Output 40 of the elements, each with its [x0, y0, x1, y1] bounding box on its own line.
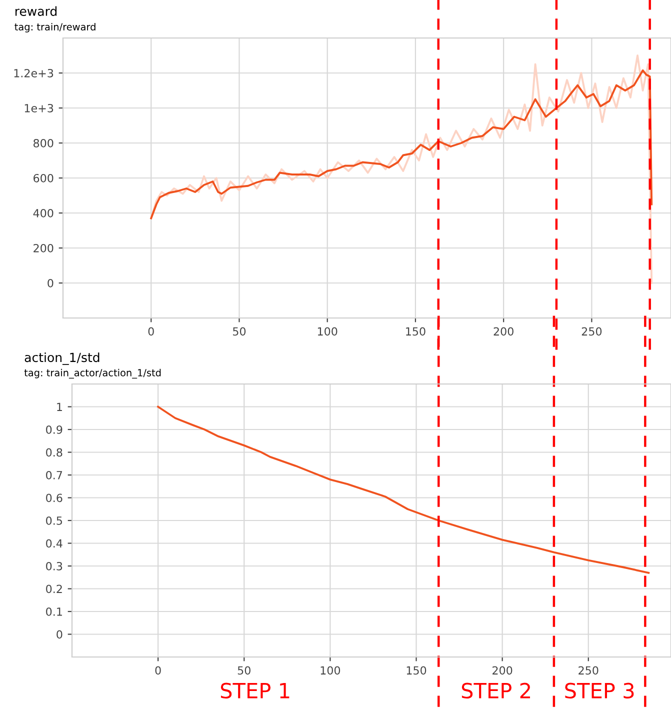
- y-tick-label: 0.3: [46, 562, 62, 570]
- y-tick-label: 0.9: [46, 425, 62, 434]
- y-tick-label: 0.2: [46, 584, 62, 594]
- x-tick-label: 250: [582, 327, 602, 336]
- x-tick-label: 100: [318, 327, 338, 336]
- x-tick-label: 50: [233, 327, 246, 336]
- y-tick-label: 0.7: [46, 470, 62, 480]
- y-tick-label: 1: [57, 402, 62, 411]
- y-tick-label: 0.1: [46, 607, 62, 616]
- text: STEP 3: [565, 682, 634, 699]
- x-tick-label: 100: [320, 666, 340, 675]
- text: STEP 1: [220, 682, 290, 699]
- line-series: [150, 69, 653, 220]
- line-series: [157, 406, 650, 574]
- y-tick-label: 400: [33, 208, 54, 218]
- y-tick-label: 0.8: [46, 448, 62, 457]
- y-tick-label: 0: [56, 630, 62, 639]
- y-tick-label: 800: [34, 138, 54, 148]
- y-tick-label: 1.2e+3: [14, 68, 54, 78]
- x-tick-label: 250: [578, 666, 598, 675]
- chart-title: reward: [15, 6, 57, 16]
- x-tick-label: 50: [238, 666, 250, 675]
- x-tick-label: 150: [406, 327, 426, 336]
- y-tick-label: 200: [34, 244, 54, 252]
- x-tick-label: 200: [492, 666, 512, 675]
- line-series: [150, 54, 653, 284]
- chart-title: action_1/std: [24, 352, 100, 365]
- x-tick-label: 0: [155, 666, 161, 675]
- y-tick-label: 0.5: [46, 516, 62, 525]
- y-tick-label: 1e+3: [24, 104, 54, 112]
- y-tick-label: 0: [48, 278, 54, 288]
- y-tick-label: 600: [34, 174, 54, 182]
- chart-subtitle: tag: train/reward: [14, 22, 96, 32]
- y-tick-label: 0.6: [46, 494, 62, 502]
- y-tick-label: 0.4: [46, 539, 62, 548]
- chart-subtitle: tag: train_actor/action_1/std: [24, 368, 161, 379]
- x-tick-label: 0: [148, 327, 154, 336]
- x-tick-label: 200: [494, 327, 514, 336]
- x-tick-label: 150: [406, 666, 426, 675]
- text: STEP 2: [462, 682, 530, 699]
